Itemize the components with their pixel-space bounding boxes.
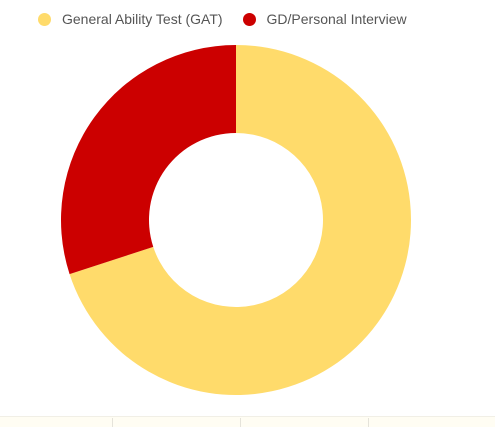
legend-swatch-gd-pi <box>242 12 256 26</box>
legend-item-gat[interactable]: General Ability Test (GAT) <box>38 11 223 27</box>
footer-divider <box>112 418 113 427</box>
legend-item-gd-pi[interactable]: GD/Personal Interview <box>242 11 407 27</box>
footer-strip <box>0 416 495 427</box>
donut-slice-gat[interactable] <box>69 45 411 396</box>
legend-label-gat: General Ability Test (GAT) <box>62 11 223 27</box>
footer-divider <box>368 418 369 427</box>
footer-divider <box>240 418 241 427</box>
donut-slice-gd-pi[interactable] <box>60 45 236 275</box>
legend-label-gd-pi: GD/Personal Interview <box>266 11 407 27</box>
chart-legend: General Ability Test (GAT) GD/Personal I… <box>38 11 407 27</box>
legend-swatch-gat <box>38 12 51 26</box>
